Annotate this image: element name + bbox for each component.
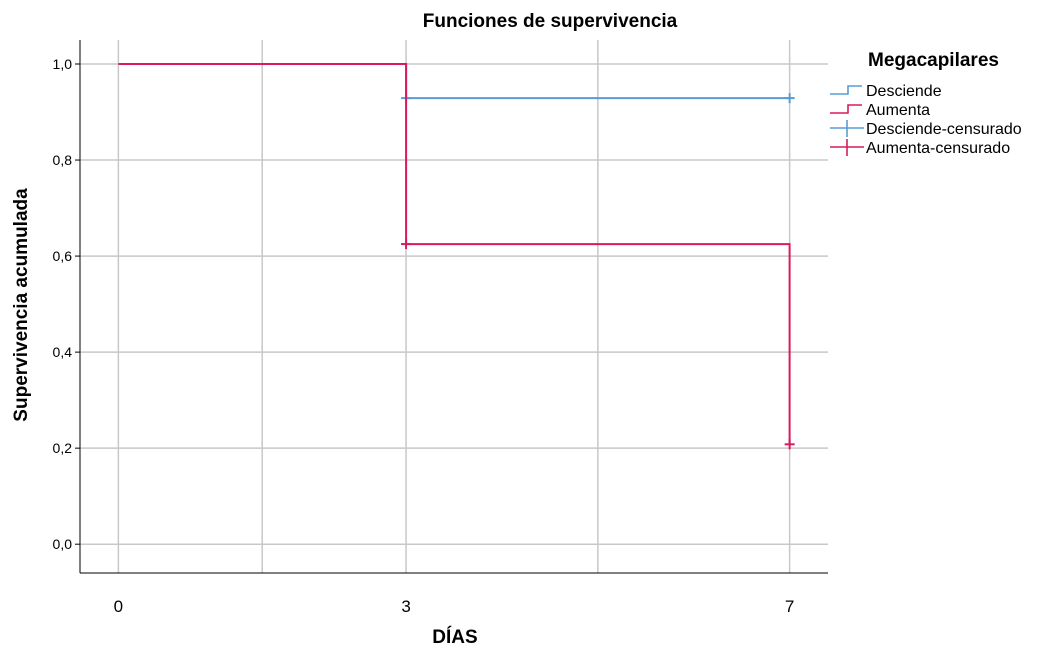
censor-marker-aumenta xyxy=(401,239,412,250)
y-axis-title: Supervivencia acumulada xyxy=(11,188,32,422)
legend-title: Megacapilares xyxy=(868,50,999,71)
legend-entry: Desciende-censurado xyxy=(830,120,1022,138)
legend-label: Desciende xyxy=(866,83,942,100)
legend-entry: Desciende xyxy=(830,83,942,100)
legend: Megacapilares Desciende Aumenta Desciende-… xyxy=(830,50,1022,157)
plot-background xyxy=(80,40,828,573)
y-tick-label: 0,0 xyxy=(53,536,73,552)
censor-marker-aumenta xyxy=(784,439,795,450)
x-tick-label: 7 xyxy=(785,597,794,616)
legend-entries: Desciende Aumenta Desciende-censurado Aumen… xyxy=(830,83,1022,157)
legend-entry: Aumenta xyxy=(830,102,930,119)
x-axis-title: DÍAS xyxy=(432,626,477,648)
y-tick-label: 1,0 xyxy=(53,56,73,72)
legend-label: Aumenta-censurado xyxy=(866,140,1010,157)
y-ticks: 0,0 0,2 0,4 0,6 0,8 1,0 xyxy=(53,56,80,552)
x-ticks: 0 3 7 xyxy=(114,597,795,616)
legend-step-icon xyxy=(830,85,862,95)
legend-censor-icon xyxy=(830,120,864,137)
y-tick-label: 0,2 xyxy=(53,440,73,456)
censor-marker-desciende xyxy=(784,93,795,104)
chart-title: Funciones de supervivencia xyxy=(423,11,678,32)
x-tick-label: 0 xyxy=(114,597,123,616)
plot-area: 0,0 0,2 0,4 0,6 0,8 1,0 xyxy=(53,40,828,574)
y-tick-label: 0,6 xyxy=(53,248,73,264)
legend-label: Desciende-censurado xyxy=(866,121,1022,138)
legend-entry: Aumenta-censurado xyxy=(830,139,1010,157)
legend-label: Aumenta xyxy=(866,102,930,119)
y-tick-label: 0,4 xyxy=(53,344,73,360)
legend-censor-icon xyxy=(830,139,864,156)
x-tick-label: 3 xyxy=(401,597,410,616)
legend-step-icon xyxy=(830,104,862,114)
y-tick-label: 0,8 xyxy=(53,152,73,168)
series-layer xyxy=(118,63,795,450)
